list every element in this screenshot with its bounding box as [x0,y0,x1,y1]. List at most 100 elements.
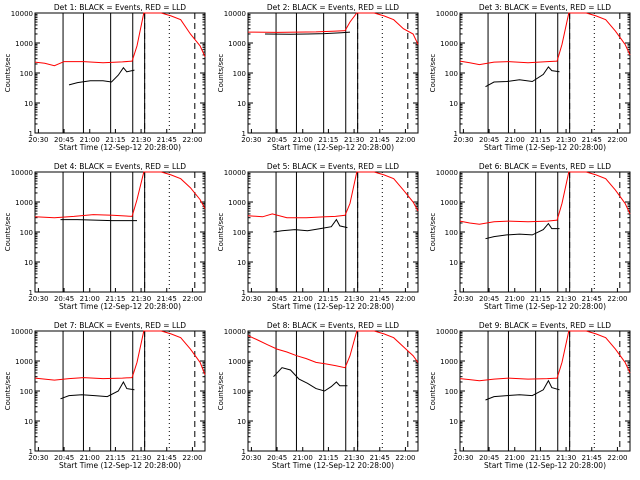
y-tick-label: 10 [237,259,246,267]
panel-title: Det 3: BLACK = Events, RED = LLD [479,3,611,12]
x-tick-label: 21:45 [582,136,602,144]
x-axis-label: Start Time (12-Sep-12 20:28:00) [484,302,606,311]
x-tick-label: 20:30 [28,136,48,144]
series-red-lld [247,171,419,219]
x-tick-label: 22:00 [182,454,202,462]
plot-frame [459,330,631,452]
x-tick-label: 22:00 [607,295,627,303]
x-tick-label: 22:00 [395,136,415,144]
y-tick-label: 100 [445,229,458,237]
y-tick-label: 10 [24,100,33,108]
y-axis-label: Counts/sec [429,54,437,93]
y-tick-label: 10000 [436,10,458,18]
y-axis-label: Counts/sec [4,54,12,93]
panel-title: Det 6: BLACK = Events, RED = LLD [479,162,611,171]
x-tick-label: 21:30 [556,295,576,303]
series-red-lld [459,171,631,225]
panel-8: Det 8: BLACK = Events, RED = LLD 1 10 100 10… [217,321,419,470]
y-axis-label: Counts/sec [4,213,12,252]
plot-frame [247,330,419,452]
x-tick-label: 21:00 [505,454,525,462]
y-tick-label: 10000 [436,169,458,177]
y-tick-label: 1 [29,130,33,138]
series-red-lld [34,12,206,67]
y-tick-label: 10000 [11,169,33,177]
series-black-events [264,31,351,35]
panel-title: Det 4: BLACK = Events, RED = LLD [54,162,186,171]
x-tick-label: 22:00 [182,136,202,144]
panel-title: Det 5: BLACK = Events, RED = LLD [267,162,399,171]
y-tick-label: 100 [20,229,33,237]
y-tick-label: 1000 [440,40,458,48]
x-tick-label: 21:15 [530,295,550,303]
x-tick-label: 21:45 [582,454,602,462]
panel-2: Det 2: BLACK = Events, RED = LLD 1 10 100 10… [217,3,419,152]
panel-title: Det 9: BLACK = Events, RED = LLD [479,321,611,330]
x-tick-label: 21:00 [505,295,525,303]
panel-5: Det 5: BLACK = Events, RED = LLD 1 10 100 10… [217,162,419,311]
x-tick-label: 21:00 [80,295,100,303]
x-tick-label: 21:30 [344,136,364,144]
x-tick-label: 20:30 [241,454,261,462]
y-tick-label: 100 [20,388,33,396]
series-black-events [273,367,348,392]
y-tick-label: 1 [29,289,33,297]
x-tick-label: 21:45 [157,454,177,462]
series-black-events [273,218,348,233]
y-tick-label: 10 [449,100,458,108]
y-axis-label: Counts/sec [217,213,225,252]
x-tick-label: 21:15 [530,454,550,462]
series-black-events [485,379,560,401]
y-tick-label: 10000 [224,10,246,18]
y-axis-label: Counts/sec [217,54,225,93]
x-tick-label: 20:30 [453,454,473,462]
x-tick-label: 21:45 [157,295,177,303]
panel-7: Det 7: BLACK = Events, RED = LLD 1 10 100 10… [4,321,206,470]
panel-title: Det 8: BLACK = Events, RED = LLD [267,321,399,330]
panel-title: Det 2: BLACK = Events, RED = LLD [267,3,399,12]
x-tick-label: 21:00 [293,295,313,303]
x-tick-label: 22:00 [607,136,627,144]
y-tick-label: 1 [242,130,246,138]
x-axis-label: Start Time (12-Sep-12 20:28:00) [272,302,394,311]
x-axis-label: Start Time (12-Sep-12 20:28:00) [59,143,181,152]
x-tick-label: 20:45 [54,295,74,303]
series-red-lld [459,12,631,66]
series-black-events [60,380,135,400]
y-tick-label: 1000 [228,199,246,207]
y-tick-label: 1 [454,448,458,456]
x-tick-label: 22:00 [607,454,627,462]
x-tick-label: 21:30 [131,454,151,462]
x-tick-label: 21:30 [131,295,151,303]
x-tick-label: 21:00 [505,136,525,144]
y-tick-label: 100 [445,388,458,396]
x-tick-label: 21:00 [293,136,313,144]
y-tick-label: 10000 [224,169,246,177]
x-tick-label: 21:45 [370,295,390,303]
y-tick-label: 10000 [11,10,33,18]
panel-title: Det 1: BLACK = Events, RED = LLD [54,3,186,12]
x-tick-label: 20:30 [241,295,261,303]
x-tick-label: 20:30 [28,454,48,462]
x-axis-label: Start Time (12-Sep-12 20:28:00) [59,461,181,470]
x-tick-label: 20:30 [28,295,48,303]
x-axis-label: Start Time (12-Sep-12 20:28:00) [272,143,394,152]
x-tick-label: 21:45 [370,454,390,462]
y-tick-label: 10000 [224,328,246,336]
x-tick-label: 20:45 [479,136,499,144]
y-tick-label: 1000 [15,358,33,366]
series-red-lld [459,330,631,382]
y-tick-label: 1000 [15,199,33,207]
x-tick-label: 21:30 [556,454,576,462]
x-tick-label: 21:45 [370,136,390,144]
y-tick-label: 1 [454,130,458,138]
x-tick-label: 21:30 [131,136,151,144]
x-tick-label: 21:00 [80,454,100,462]
y-tick-label: 1 [242,448,246,456]
y-tick-label: 1000 [228,40,246,48]
series-black-events [485,222,560,240]
series-black-events [60,219,137,222]
panel-4: Det 4: BLACK = Events, RED = LLD 1 10 100 10… [4,162,206,311]
y-tick-label: 10 [449,418,458,426]
